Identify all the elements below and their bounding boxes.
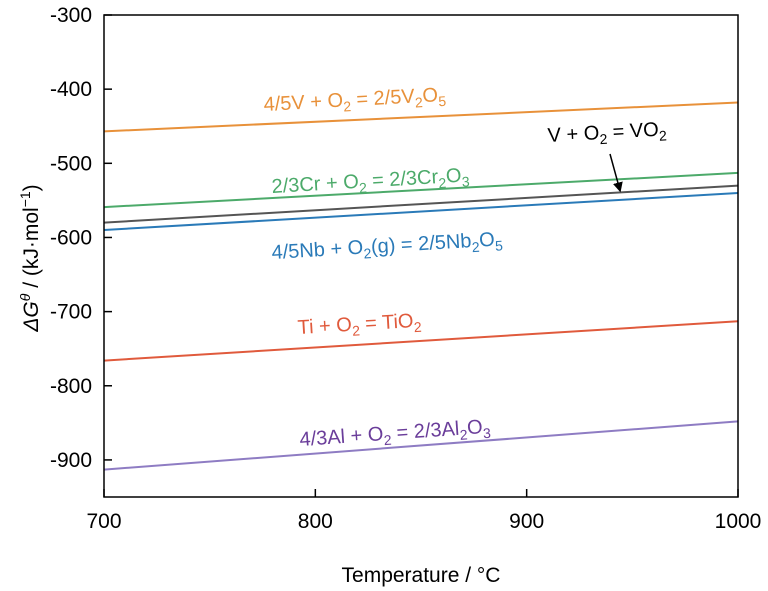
- y-tick-label: -700: [50, 301, 92, 324]
- y-axis-title: ΔGθ / (kJ·mol−1): [17, 184, 43, 332]
- x-tick-label: 1000: [715, 510, 762, 533]
- series-label-tio2: Ti + O2 = TiO2: [297, 310, 422, 342]
- annotation-arrow-layer: [609, 153, 623, 193]
- series-line-nb2o5: [103, 192, 739, 231]
- plot-frame: [103, 14, 739, 498]
- series-line-vo2: [103, 184, 739, 224]
- series-line-tio2: [103, 320, 739, 362]
- x-tick-label: 900: [509, 510, 544, 533]
- series-label-al2o3: 4/3Al + O2 = 2/3Al2O3: [299, 416, 492, 454]
- vo2-annotation-arrow: [609, 153, 623, 193]
- y-tick-label: -600: [50, 226, 92, 249]
- series-label-vo2: V + O2 = VO2: [547, 118, 667, 150]
- y-tick-label: -400: [50, 78, 92, 101]
- tick-layer: 700 800 900 1000 -300 -400 -500 -600 -700 -800 -90…: [50, 4, 761, 533]
- x-tick-label: 700: [86, 510, 121, 533]
- series-label-layer: 4/5V + O2 = 2/5V2O5 V + O2 = VO2 2/3Cr + O…: [263, 84, 667, 454]
- y-tick-label: -300: [50, 4, 92, 27]
- series-line-al2o3: [103, 420, 739, 471]
- y-tick-label: -800: [50, 375, 92, 398]
- y-tick-label: -500: [50, 152, 92, 175]
- series-label-nb2o5: 4/5Nb + O2(g) = 2/5Nb2O5: [271, 228, 504, 267]
- series-layer: [103, 101, 739, 471]
- series-line-cr2o3: [103, 171, 739, 209]
- series-line-v2o5: [103, 101, 739, 133]
- x-axis-title: Temperature / °C: [342, 564, 501, 587]
- series-label-cr2o3: 2/3Cr + O2 = 2/3Cr2O3: [271, 164, 470, 201]
- x-tick-label: 800: [298, 510, 333, 533]
- y-tick-label: -900: [50, 449, 92, 472]
- series-label-v2o5: 4/5V + O2 = 2/5V2O5: [263, 84, 447, 119]
